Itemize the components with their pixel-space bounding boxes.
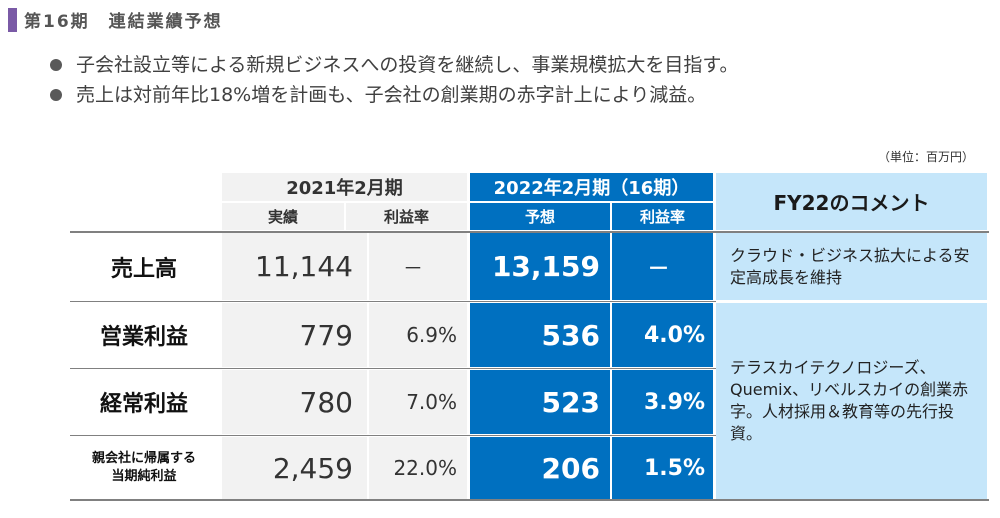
page-title: 第16期 連結業績予想 <box>24 12 223 32</box>
operating-profit-forecast: 536 <box>470 303 610 367</box>
sales-forecast: 13,159 <box>470 233 610 300</box>
bullet-text: 子会社設立等による新規ビジネスへの投資を継続し、事業規模拡大を目指す。 <box>76 54 739 76</box>
header-margin-curr: 利益率 <box>612 203 713 230</box>
operating-profit-margin-curr: 4.0% <box>612 303 713 367</box>
unit-note: （単位：百万円） <box>877 150 974 164</box>
row-label-net-income-line1: 親会社に帰属する <box>91 451 196 466</box>
header-actual: 実績 <box>222 203 344 230</box>
bullet-item: 売上は対前年比18%増を計画も、子会社の創業期の赤字計上により減益。 <box>48 80 739 110</box>
bullet-dot-icon <box>50 89 62 101</box>
comment-profit: テラスカイテクノロジーズ、Quemix、リベルスカイの創業赤字。人材採用＆教育等… <box>716 303 987 499</box>
ordinary-profit-forecast: 523 <box>470 370 610 434</box>
row-label-sales: 売上高 <box>110 256 177 282</box>
sales-actual: 11,144 <box>222 233 367 300</box>
title-accent-bar <box>8 8 17 32</box>
bullet-text: 売上は対前年比18%増を計画も、子会社の創業期の赤字計上により減益。 <box>76 84 707 106</box>
row-divider <box>70 231 989 233</box>
table-bottom-border <box>70 499 989 501</box>
header-margin-prev: 利益率 <box>346 203 467 230</box>
header-period-prev: 2021年2月期 <box>222 173 467 201</box>
row-divider <box>70 435 716 436</box>
row-label-net-income: 親会社に帰属する 当期純利益 <box>70 437 218 499</box>
operating-profit-margin-prev: 6.9% <box>369 303 467 367</box>
ordinary-profit-margin-prev: 7.0% <box>369 370 467 434</box>
sales-margin-curr: － <box>612 233 713 300</box>
row-label-operating-profit: 営業利益 <box>99 325 188 350</box>
header-comment: FY22のコメント <box>716 173 987 230</box>
net-income-margin-curr: 1.5% <box>612 437 713 499</box>
header-forecast: 予想 <box>470 203 610 230</box>
comment-sales: クラウド・ビジネス拡大による安定高成長を維持 <box>716 233 987 300</box>
sales-margin-prev: － <box>369 233 467 300</box>
row-divider <box>70 301 716 302</box>
row-label-net-income-line2: 当期純利益 <box>111 469 177 484</box>
header-period-curr: 2022年2月期（16期） <box>470 173 713 201</box>
operating-profit-actual: 779 <box>222 303 367 367</box>
net-income-margin-prev: 22.0% <box>369 437 467 499</box>
bullet-dot-icon <box>50 59 62 71</box>
net-income-forecast: 206 <box>470 437 610 499</box>
ordinary-profit-margin-curr: 3.9% <box>612 370 713 434</box>
row-divider <box>70 368 716 369</box>
bullet-item: 子会社設立等による新規ビジネスへの投資を継続し、事業規模拡大を目指す。 <box>48 50 739 80</box>
net-income-actual: 2,459 <box>222 437 367 499</box>
row-label-ordinary-profit: 経常利益 <box>99 392 188 417</box>
ordinary-profit-actual: 780 <box>222 370 367 434</box>
bullet-list: 子会社設立等による新規ビジネスへの投資を継続し、事業規模拡大を目指す。 売上は対… <box>48 50 739 110</box>
